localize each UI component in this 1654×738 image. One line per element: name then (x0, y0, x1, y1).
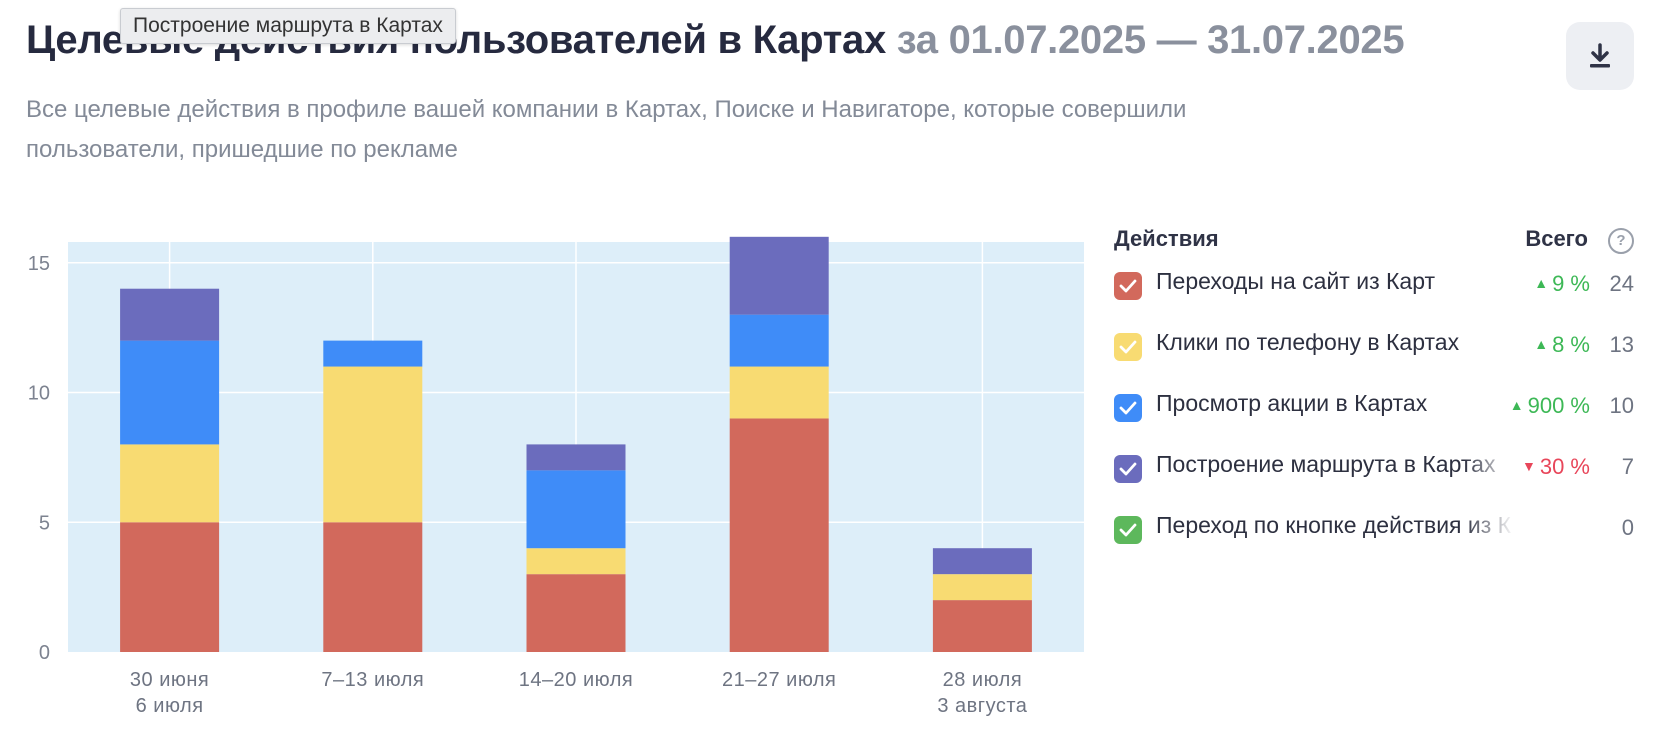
download-icon (1590, 43, 1610, 68)
page-subtitle: Все целевые действия в профиле вашей ком… (26, 96, 1187, 163)
legend-item-total: 13 (1609, 332, 1634, 357)
y-tick-label: 5 (39, 512, 50, 534)
triangle-up-icon: ▲ (1534, 336, 1549, 352)
check-icon (1119, 401, 1137, 415)
change-value: 9 % (1552, 271, 1590, 296)
bar-segment (120, 340, 220, 445)
legend-item-change: ▼ 30 % (1522, 454, 1590, 480)
help-icon[interactable]: ? (1608, 228, 1634, 254)
page-title: Целевые действия пользователей в Картах … (26, 18, 1405, 63)
x-tick-label: 6 июля (136, 695, 204, 717)
x-tick-label: 30 июня (130, 669, 209, 691)
label-fade (1464, 327, 1514, 361)
stacked-bar-chart: 0 5 10 15 30 июня 6 июля 7–13 июля 14–20 июля 21… (28, 236, 1084, 717)
legend-item-label: Переходы на сайт из Карт (1156, 268, 1436, 294)
legend-header-total: Всего (1525, 226, 1588, 251)
bar-segment (932, 600, 1032, 652)
label-fade (1464, 266, 1514, 300)
bar-segment (729, 366, 829, 419)
y-tick-label: 0 (39, 642, 50, 664)
bar-segment (526, 444, 626, 471)
legend-header-actions: Действия (1114, 226, 1219, 251)
legend-item[interactable]: Просмотр акции в Картах ▲ 900 % 10 (1114, 384, 1634, 445)
legend-item[interactable]: Переходы на сайт из Карт ▲ 9 % 24 (1114, 262, 1634, 323)
label-fade (1464, 388, 1514, 422)
change-value: 8 % (1552, 332, 1590, 357)
legend-item-change: ▲ 900 % (1510, 393, 1590, 419)
bar-segment (932, 574, 1032, 601)
triangle-up-icon: ▲ (1509, 397, 1524, 413)
legend-item-change: ▲ 8 % (1534, 332, 1590, 358)
legend-item-change: ▲ 9 % (1534, 271, 1590, 297)
bar-segment (526, 470, 626, 549)
bar-segment (323, 522, 423, 652)
change-value: 30 % (1539, 454, 1590, 479)
bar-segment (932, 548, 1032, 575)
bar-segment (323, 366, 423, 523)
x-tick-label: 7–13 июля (321, 669, 424, 691)
legend-checkbox[interactable] (1114, 394, 1142, 422)
check-icon (1119, 462, 1137, 476)
legend-item-label: Переход по кнопке действия из Карт (1156, 512, 1511, 538)
bar-segment (120, 288, 220, 341)
check-icon (1119, 279, 1137, 293)
bar-segment (729, 314, 829, 367)
y-tick-label: 10 (28, 383, 50, 405)
bar-segment (526, 574, 626, 652)
legend-item-label: Построение маршрута в Картах (1156, 451, 1496, 477)
x-tick-label: 14–20 июля (519, 669, 633, 691)
legend-checkbox[interactable] (1114, 333, 1142, 361)
legend-item-total: 10 (1609, 393, 1634, 418)
legend-checkbox[interactable] (1114, 272, 1142, 300)
triangle-up-icon: ▲ (1534, 275, 1549, 291)
legend-item-total: 7 (1621, 454, 1634, 479)
x-tick-label: 28 июля (943, 669, 1023, 691)
label-fade (1464, 510, 1514, 544)
download-button[interactable] (1566, 22, 1634, 90)
legend-checkbox[interactable] (1114, 516, 1142, 544)
legend-item-label: Просмотр акции в Картах (1156, 390, 1428, 416)
y-tick-label: 15 (28, 253, 50, 275)
legend-item-label: Клики по телефону в Картах (1156, 329, 1460, 355)
x-tick-label: 21–27 июля (722, 669, 836, 691)
legend-checkbox[interactable] (1114, 455, 1142, 483)
label-fade (1464, 449, 1514, 483)
legend-header: Действия Всего ? (1114, 222, 1634, 262)
bar-segment (120, 444, 220, 523)
change-value: 900 % (1527, 393, 1590, 418)
tooltip: Построение маршрута в Картах (120, 8, 456, 44)
legend-item-total: 0 (1621, 515, 1634, 540)
bar-segment (120, 522, 220, 652)
triangle-down-icon: ▼ (1521, 458, 1536, 474)
bar-segment (729, 418, 829, 652)
bar-segment (323, 340, 423, 367)
legend-item[interactable]: Клики по телефону в Картах ▲ 8 % 13 (1114, 323, 1634, 384)
legend-item[interactable]: Построение маршрута в Картах ▼ 30 % 7 (1114, 445, 1634, 506)
date-range: за 01.07.2025 — 31.07.2025 (896, 18, 1405, 62)
legend-items: Переходы на сайт из Карт ▲ 9 % 24 Клики по т… (1114, 262, 1634, 567)
legend-item[interactable]: Переход по кнопке действия из Карт 0 (1114, 506, 1634, 567)
bar-segment (729, 236, 829, 315)
check-icon (1119, 523, 1137, 537)
check-icon (1119, 340, 1137, 354)
legend: Действия Всего ? Переходы на сайт из Кар… (1114, 222, 1634, 567)
x-tick-label: 3 августа (937, 695, 1027, 717)
bar-segment (526, 548, 626, 575)
legend-item-total: 24 (1609, 271, 1634, 296)
